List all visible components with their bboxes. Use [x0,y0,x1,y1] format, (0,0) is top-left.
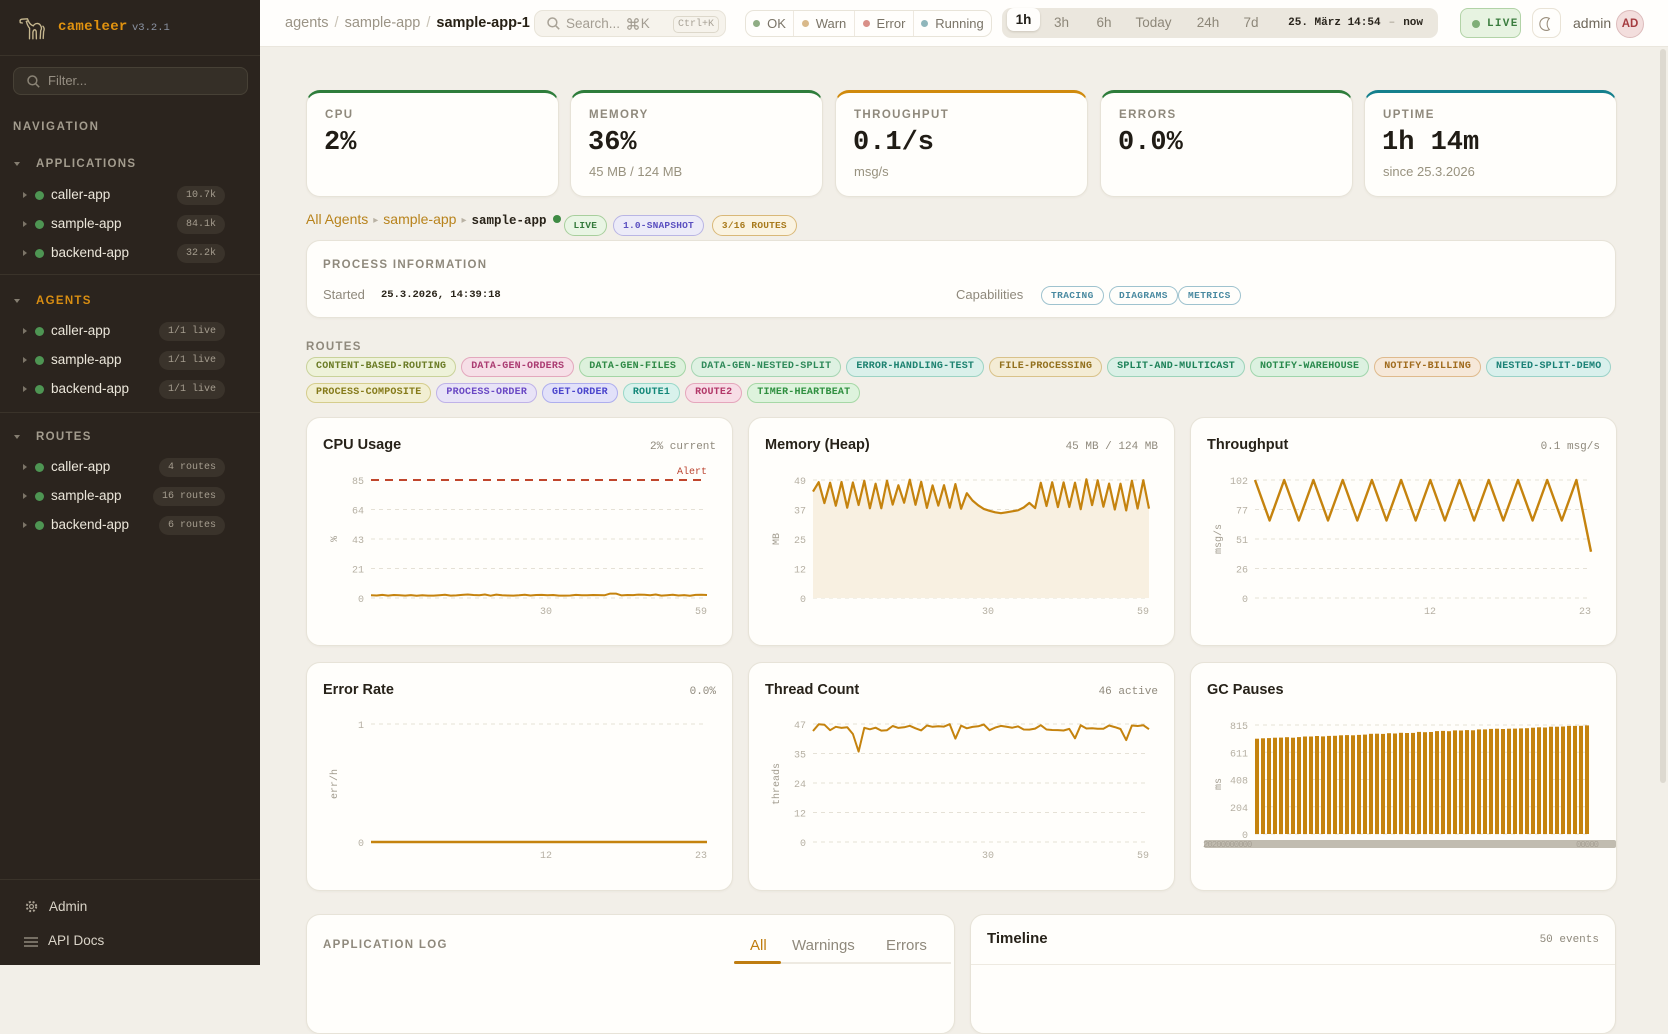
svg-text:30: 30 [982,607,994,618]
svg-text:0: 0 [800,839,806,850]
svg-text:0: 0 [1242,595,1248,606]
svg-text:25: 25 [794,536,806,547]
svg-text:ms: ms [1214,778,1225,790]
svg-text:26: 26 [1236,566,1248,577]
svg-text:77: 77 [1236,507,1248,518]
svg-text:64: 64 [352,507,364,518]
svg-text:12: 12 [540,851,552,862]
svg-text:35: 35 [794,751,806,762]
svg-text:%: % [330,536,341,542]
svg-text:20200000000: 20200000000 [1203,840,1252,850]
svg-text:00000: 00000 [1576,840,1599,850]
svg-text:0: 0 [1242,831,1248,842]
svg-text:59: 59 [1137,851,1149,862]
svg-text:815: 815 [1230,722,1248,733]
svg-text:59: 59 [695,607,707,618]
svg-text:49: 49 [794,477,806,488]
svg-text:0: 0 [358,595,364,606]
svg-text:23: 23 [1579,607,1591,618]
svg-text:12: 12 [794,566,806,577]
svg-text:0: 0 [800,595,806,606]
svg-text:37: 37 [794,507,806,518]
svg-text:threads: threads [771,763,783,805]
svg-text:59: 59 [1137,607,1149,618]
svg-text:23: 23 [695,851,707,862]
svg-text:51: 51 [1236,536,1248,547]
svg-text:Alert: Alert [677,466,707,478]
svg-text:msg/s: msg/s [1213,524,1225,554]
svg-text:12: 12 [1424,607,1436,618]
svg-text:MB: MB [772,533,783,545]
svg-text:85: 85 [352,477,364,488]
svg-text:1: 1 [358,721,364,732]
svg-text:30: 30 [540,607,552,618]
svg-text:408: 408 [1230,777,1248,788]
svg-text:611: 611 [1230,749,1248,760]
svg-text:21: 21 [352,566,364,577]
svg-text:204: 204 [1230,804,1248,815]
svg-text:102: 102 [1230,477,1248,488]
svg-text:24: 24 [794,780,806,791]
svg-text:0: 0 [358,839,364,850]
svg-text:47: 47 [794,721,806,732]
svg-text:err/h: err/h [329,769,341,799]
svg-text:30: 30 [982,851,994,862]
svg-text:12: 12 [794,810,806,821]
svg-text:43: 43 [352,536,364,547]
